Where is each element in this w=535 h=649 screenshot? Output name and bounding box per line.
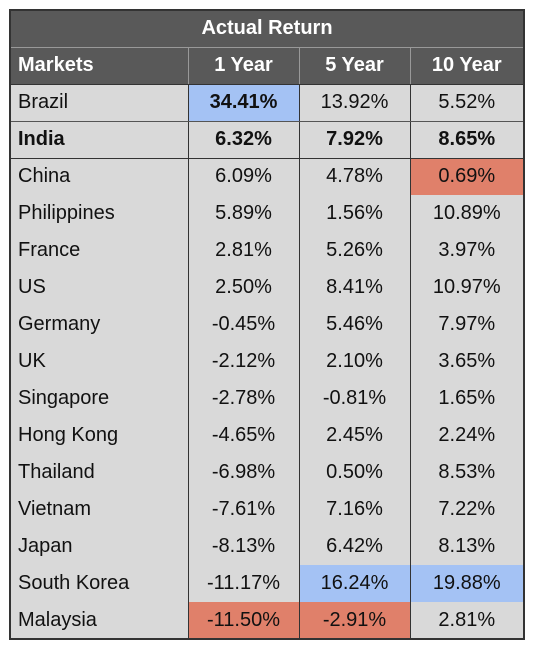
return-cell: 2.81% [187,232,299,269]
market-name: UK [18,350,46,372]
market-name: Singapore [18,387,110,409]
table-row: Vietnam -7.61% 7.16% 7.22% [10,491,524,528]
return-cell: -0.45% [187,306,299,343]
return-cell: 6.32% [187,121,299,159]
return-cell: 19.88% [409,565,524,602]
return-cell: 7.16% [298,491,410,528]
market-name: China [18,165,71,188]
table-head: Actual Return Markets 1 Year 5 Year 10 Year [10,10,524,85]
return-cell: 3.65% [409,343,524,380]
table-row: US 2.50% 8.41% 10.97% [10,269,524,306]
return-cell: 2.24% [409,417,524,454]
return-cell: -11.17% [187,565,299,602]
table-row: Thailand -6.98% 0.50% 8.53% [10,454,524,491]
table-row: Hong Kong -4.65% 2.45% 2.24% [10,417,524,454]
return-cell: 5.52% [409,84,524,122]
return-cell: 13.92% [298,84,410,122]
return-cell: 10.97% [409,269,524,306]
market-name: France [18,239,81,261]
table-row: Brazil 34.41% 13.92% 5.52% [10,84,524,122]
table-row: Japan -8.13% 6.42% 8.13% [10,528,524,565]
return-cell: -11.50% [187,602,299,639]
market-name: Thailand [18,461,95,483]
return-cell: 1.56% [298,195,410,232]
return-cell: 5.26% [298,232,410,269]
market-name: India [10,121,188,159]
returns-table: Actual Return Markets 1 Year 5 Year 10 Year… [9,9,525,640]
header-row: Markets 1 Year 5 Year 10 Year [10,47,524,85]
return-cell: 6.09% [187,158,299,195]
return-cell: -2.78% [187,380,299,417]
return-cell: 16.24% [298,565,410,602]
return-cell: -0.81% [298,380,410,417]
return-cell: 3.97% [409,232,524,269]
market-name: South Korea [18,572,130,594]
table-row: China 6.09% 4.78% 0.69% [10,158,524,195]
table-row: Singapore -2.78% -0.81% 1.65% [10,380,524,417]
return-cell: -6.98% [187,454,299,491]
return-cell: 8.53% [409,454,524,491]
return-cell: 10.89% [409,195,524,232]
return-cell: 8.41% [298,269,410,306]
return-cell: 1.65% [409,380,524,417]
return-cell: -8.13% [187,528,299,565]
table-row: Germany -0.45% 5.46% 7.97% [10,306,524,343]
return-cell: 34.41% [187,84,299,122]
table-body: Brazil 34.41% 13.92% 5.52% India 6.32% 7.92% 8.… [10,84,524,639]
table-row: Philippines 5.89% 1.56% 10.89% [10,195,524,232]
market-name: US [18,276,46,298]
market-name: Hong Kong [18,424,119,446]
table-row: UK -2.12% 2.10% 3.65% [10,343,524,380]
return-cell: 0.50% [298,454,410,491]
market-name: Brazil [10,84,188,122]
table-title: Actual Return [10,10,524,48]
market-name: Germany [18,313,101,335]
return-cell: 7.97% [409,306,524,343]
market-name: Japan [18,535,73,557]
table-row: India 6.32% 7.92% 8.65% [10,121,524,159]
return-cell: 0.69% [409,158,524,195]
return-cell: -2.91% [298,602,410,639]
column-header: 1 Year [187,47,299,85]
return-cell: 2.45% [298,417,410,454]
table-row: South Korea -11.17% 16.24% 19.88% [10,565,524,602]
return-cell: -2.12% [187,343,299,380]
return-cell: 2.50% [187,269,299,306]
column-header: 10 Year [409,47,524,85]
return-cell: 7.22% [409,491,524,528]
return-cell: 5.89% [187,195,299,232]
market-name: Philippines [18,202,115,224]
return-cell: 5.46% [298,306,410,343]
return-cell: 8.65% [409,121,524,159]
return-cell: -7.61% [187,491,299,528]
title-row: Actual Return [10,10,524,48]
return-cell: 7.92% [298,121,410,159]
table-row: France 2.81% 5.26% 3.97% [10,232,524,269]
return-cell: 6.42% [298,528,410,565]
return-cell: -4.65% [187,417,299,454]
table-row: Malaysia -11.50% -2.91% 2.81% [10,602,524,639]
market-name: Malaysia [18,608,97,631]
return-cell: 2.81% [409,602,524,639]
return-cell: 4.78% [298,158,410,195]
column-header: 5 Year [298,47,410,85]
column-header: Markets [10,47,188,85]
market-name: Vietnam [18,498,92,520]
return-cell: 8.13% [409,528,524,565]
return-cell: 2.10% [298,343,410,380]
